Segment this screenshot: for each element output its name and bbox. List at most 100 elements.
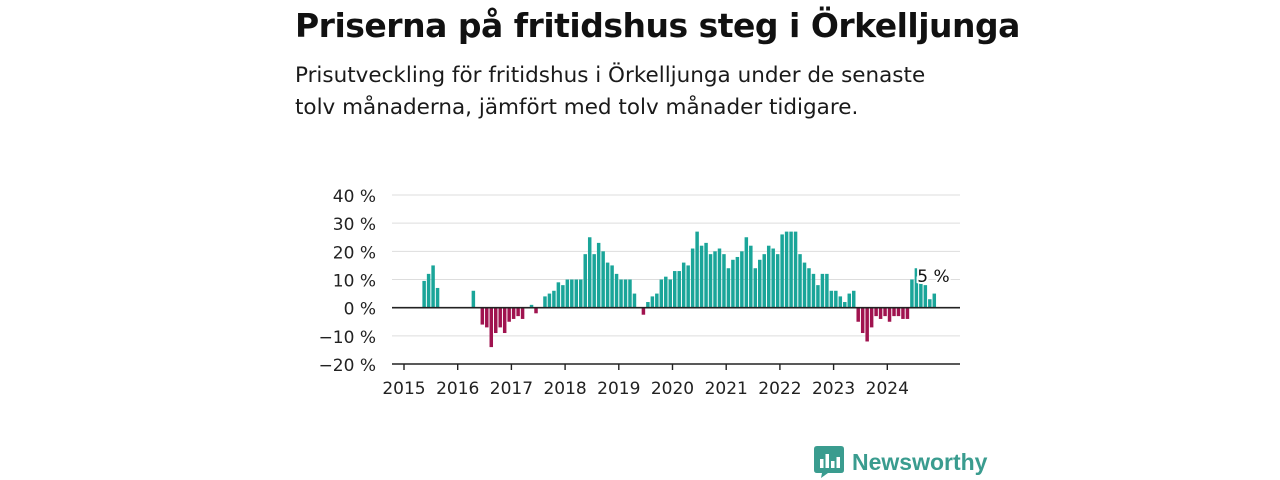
bar (632, 293, 637, 308)
bar (695, 231, 699, 308)
bar (919, 282, 923, 308)
bar (431, 265, 435, 308)
bar (784, 231, 789, 308)
bar (923, 285, 928, 308)
bar (834, 290, 838, 308)
bar (628, 279, 632, 308)
x-tick-label: 2017 (490, 379, 533, 399)
y-tick-label: 10 % (333, 272, 376, 292)
x-tick-label: 2018 (543, 379, 586, 399)
x-tick-label: 2019 (597, 379, 640, 399)
x-tick-label: 2024 (866, 379, 909, 399)
bar (529, 304, 534, 308)
bar (498, 307, 502, 328)
bar (816, 285, 820, 308)
y-tick-label: 20 % (333, 243, 376, 263)
bar (543, 296, 547, 308)
y-tick-label: 40 % (333, 187, 376, 207)
x-tick-label: 2021 (705, 379, 748, 399)
bar (672, 271, 677, 308)
bar (744, 237, 749, 308)
bar (426, 273, 431, 308)
bar (704, 242, 708, 308)
bar (749, 245, 753, 308)
x-tick-label: 2022 (758, 379, 801, 399)
bar (847, 293, 852, 308)
bar (561, 285, 565, 308)
bar (843, 302, 847, 308)
bar (892, 307, 896, 317)
bar (610, 265, 614, 308)
bar-chart: 40 % 30 % 20 % 10 % 0 % −10 % −20 % 2015 2016 201… (319, 187, 960, 399)
newsworthy-logo-icon (814, 446, 844, 478)
bar (932, 293, 937, 308)
bar (820, 273, 825, 308)
bar (887, 307, 892, 322)
bar (547, 293, 552, 308)
x-tick-label: 2015 (382, 379, 425, 399)
bar (605, 262, 610, 308)
bar (807, 268, 811, 308)
bar (570, 279, 574, 308)
bar (928, 299, 932, 308)
bar (865, 307, 869, 342)
bar (690, 248, 695, 308)
bar (516, 307, 520, 317)
bar (793, 231, 798, 308)
bar (619, 279, 623, 308)
bar (579, 279, 583, 308)
bar (511, 307, 516, 319)
bar (596, 242, 601, 308)
bar (758, 259, 762, 308)
last-value-label: 5 % (917, 267, 949, 287)
bar (650, 296, 655, 308)
brand-logo: Newsworthy (814, 446, 987, 478)
bar (883, 307, 887, 317)
bar (489, 307, 494, 348)
bar (713, 251, 717, 308)
bar (677, 271, 681, 308)
bar (753, 268, 758, 308)
bar (668, 279, 673, 308)
bar (592, 254, 596, 308)
bar (825, 273, 829, 308)
bar (775, 254, 780, 308)
bar (726, 268, 731, 308)
bar (829, 290, 834, 308)
bar (914, 268, 919, 308)
bar (838, 296, 843, 308)
bar (435, 287, 440, 308)
x-tick-label: 2016 (436, 379, 479, 399)
bar (552, 290, 556, 308)
chart-subtitle: Prisutveckling för fritidshus i Örkellju… (295, 63, 926, 120)
bar (811, 273, 816, 308)
y-tick-label: −10 % (319, 328, 376, 348)
bar (583, 254, 587, 308)
bar (802, 262, 807, 308)
bar (798, 254, 802, 308)
bar (762, 254, 766, 308)
bar (520, 307, 525, 319)
x-tick-label: 2023 (812, 379, 855, 399)
bar (655, 293, 659, 308)
chart-title: Priserna på fritidshus steg i Örkelljung… (295, 6, 1020, 45)
bar (771, 248, 775, 308)
bar (664, 276, 668, 308)
bar (485, 307, 489, 328)
bar (878, 307, 883, 319)
bar (507, 307, 511, 322)
bar (905, 307, 910, 319)
bar (556, 282, 561, 308)
y-tick-label: 0 % (344, 300, 376, 320)
bar (717, 248, 722, 308)
x-tick-label: 2020 (651, 379, 694, 399)
bar (646, 302, 650, 308)
bar (601, 251, 605, 308)
bar (851, 290, 856, 308)
bar (766, 245, 771, 308)
bar (860, 307, 865, 334)
bar (901, 307, 905, 319)
bar (740, 251, 744, 308)
bar (587, 237, 592, 308)
bar (869, 307, 874, 328)
